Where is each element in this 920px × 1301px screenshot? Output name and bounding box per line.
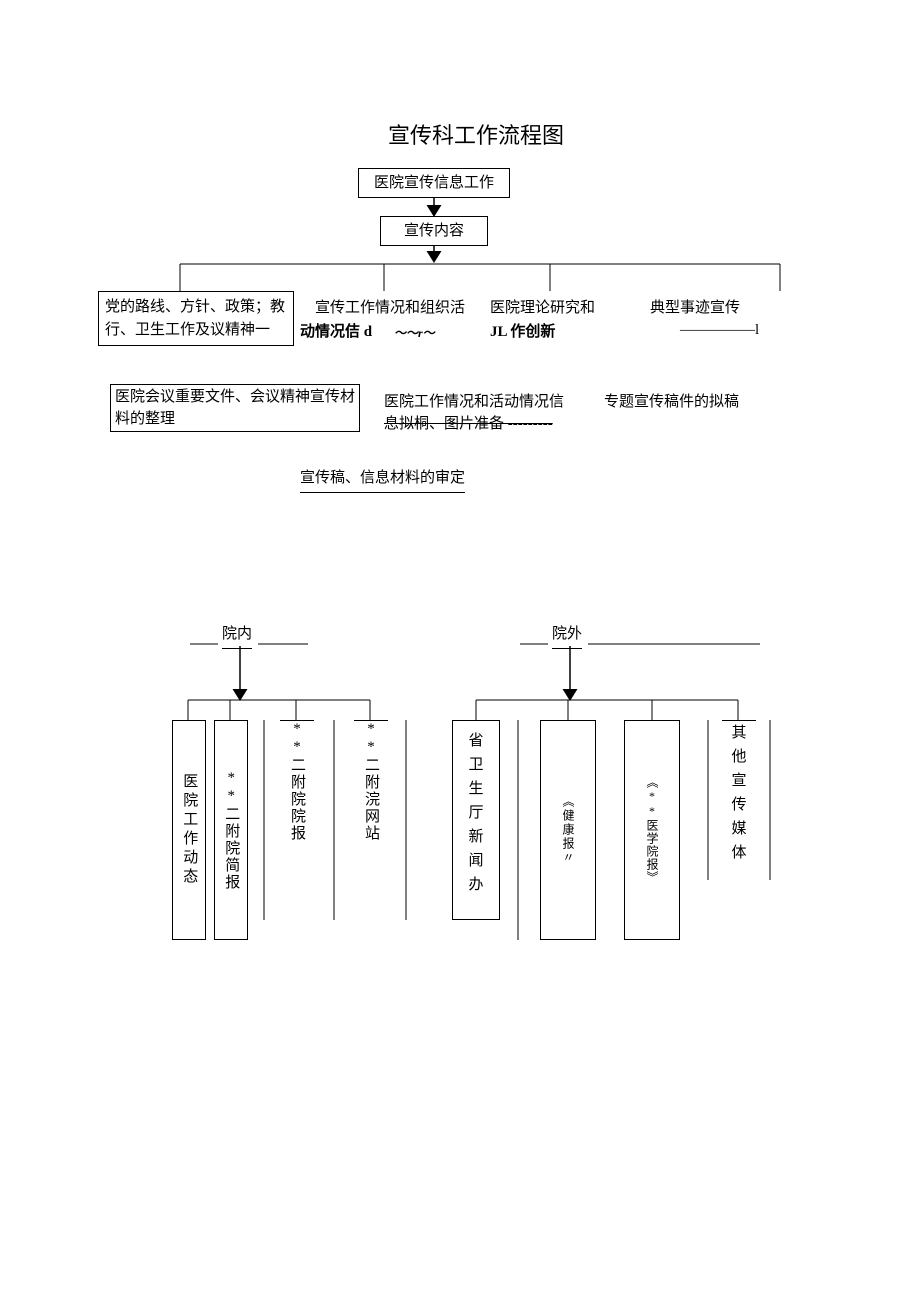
node-l2-label: **二附院简报 (220, 770, 243, 891)
node-row1-d-label: 典型事迹宣传 (650, 300, 740, 316)
node-l1-label: 医院工作动态 (178, 773, 201, 887)
node-row1-c: 医院理论研究和 (490, 296, 595, 320)
node-yw-label: 院外 (552, 626, 582, 642)
node-n1-label: 医院宣传信息工作 (374, 172, 494, 195)
node-row1-b: 宣传工作情况和组织活 (300, 296, 480, 320)
node-l2: **二附院简报 (214, 720, 248, 940)
node-row1-c2-label: JL 作创新 (490, 324, 555, 340)
node-yw: 院外 (552, 622, 582, 649)
node-n1: 医院宣传信息工作 (358, 168, 510, 198)
node-row2-b-label: 医院工作情况和活动情况信 (384, 394, 564, 410)
node-row2-a: 医院会议重要文件、会议精神宣传材料的整理 (110, 384, 360, 432)
node-row2-b2: 息拟桐、图片准备 --------- (384, 412, 553, 436)
node-row2-b: 医院工作情况和活动情况信 (384, 390, 564, 414)
node-n2-label: 宣传内容 (404, 220, 464, 243)
chart-title: 宣传科工作流程图 (388, 118, 564, 150)
node-row2-c: 专题宣传稿件的拟稿 (604, 390, 739, 414)
node-l4-label: **二附浣网站 (359, 721, 383, 842)
node-n2: 宣传内容 (380, 216, 488, 246)
node-row2-a-label: 医院会议重要文件、会议精神宣传材料的整理 (115, 386, 355, 431)
node-row1-d2-label: —————l (680, 322, 759, 338)
node-row3: 宣传稿、信息材料的审定 (300, 466, 465, 493)
node-yn: 院内 (222, 622, 252, 649)
node-r4-label: 其他宣传媒体 (731, 721, 747, 865)
node-row1-c-label: 医院理论研究和 (490, 300, 595, 316)
node-row2-c-label: 专题宣传稿件的拟稿 (604, 394, 739, 410)
node-l3-label: **二附院院报 (285, 721, 309, 842)
node-row1-b2-label: 动情况佶 d (300, 324, 372, 340)
node-row2-b2-label: 息拟桐、图片准备 --------- (384, 416, 553, 432)
node-row1-a: 党的路线、方针、政策；教行、卫生工作及议精神一 (98, 291, 294, 346)
node-row1-b3-label: ～～r～ (394, 326, 435, 340)
node-l4: **二附浣网站 (354, 720, 388, 940)
node-r3-label: 《**医学院报》 (643, 776, 661, 884)
node-yn-label: 院内 (222, 626, 252, 642)
node-r4: 其他宣传媒体 (722, 720, 756, 880)
node-l1: 医院工作动态 (172, 720, 206, 940)
node-row1-b-label: 宣传工作情况和组织活 (315, 300, 465, 316)
node-r3: 《**医学院报》 (624, 720, 680, 940)
node-r1: 省卫生厅新闻办 (452, 720, 500, 920)
node-row1-d2: —————l (680, 318, 759, 342)
node-row1-a-label: 党的路线、方针、政策；教行、卫生工作及议精神一 (105, 296, 287, 341)
node-row3-label: 宣传稿、信息材料的审定 (300, 470, 465, 486)
node-l3: **二附院院报 (280, 720, 314, 940)
node-row1-b3: ～～r～ (394, 324, 435, 343)
node-r2-label: 《健康报〃 (559, 795, 577, 865)
node-r1-label: 省卫生厅新闻办 (468, 729, 484, 897)
node-row1-d: 典型事迹宣传 (650, 296, 740, 320)
node-r2: 《健康报〃 (540, 720, 596, 940)
node-row1-b2: 动情况佶 d (300, 320, 372, 344)
node-row1-c2: JL 作创新 (490, 320, 555, 344)
